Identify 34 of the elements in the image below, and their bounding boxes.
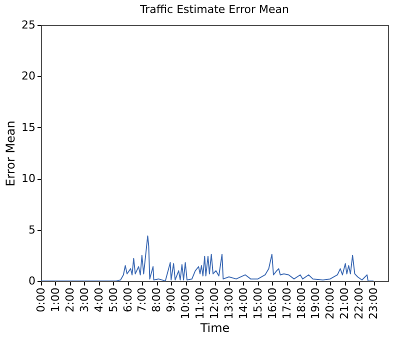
x-tick-label: 0:00 bbox=[34, 288, 48, 312]
x-tick-label: 13:00 bbox=[222, 288, 236, 320]
x-tick-label: 21:00 bbox=[338, 288, 352, 320]
x-tick-label: 2:00 bbox=[63, 288, 76, 312]
x-tick-label: 17:00 bbox=[280, 288, 294, 320]
x-tick-label: 9:00 bbox=[164, 288, 178, 312]
x-tick-label: 1:00 bbox=[48, 288, 62, 312]
x-tick-label: 3:00 bbox=[78, 288, 91, 312]
y-tick-label: 20 bbox=[22, 70, 36, 83]
x-tick-label: 11:00 bbox=[194, 288, 207, 320]
x-tick-label: 16:00 bbox=[266, 288, 279, 320]
x-tick-label: 23:00 bbox=[367, 288, 380, 320]
y-axis-title: Error Mean bbox=[4, 120, 18, 186]
y-tick-label: 5 bbox=[28, 223, 36, 236]
x-tick-label: 10:00 bbox=[179, 288, 192, 320]
x-tick-label: 15:00 bbox=[251, 288, 264, 320]
x-tick-label: 8:00 bbox=[150, 288, 164, 312]
y-tick-label: 25 bbox=[22, 18, 36, 32]
x-tick-label: 19:00 bbox=[309, 288, 322, 320]
y-tick-label: 15 bbox=[22, 120, 36, 134]
x-tick-label: 12:00 bbox=[208, 288, 221, 320]
x-axis-title: Time bbox=[199, 321, 230, 336]
x-tick-label: 6:00 bbox=[121, 288, 134, 312]
chart-title: Traffic Estimate Error Mean bbox=[139, 3, 289, 16]
y-tick-label: 0 bbox=[28, 274, 36, 288]
y-tick-label: 10 bbox=[22, 172, 36, 186]
x-tick-label: 20:00 bbox=[324, 288, 337, 320]
x-tick-label: 7:00 bbox=[136, 288, 149, 312]
x-tick-label: 4:00 bbox=[92, 288, 106, 312]
line-series bbox=[41, 235, 374, 281]
x-tick-label: 14:00 bbox=[236, 288, 250, 320]
x-tick-label: 5:00 bbox=[106, 288, 120, 312]
x-tick-label: 22:00 bbox=[352, 288, 366, 320]
x-tick-label: 18:00 bbox=[294, 288, 308, 320]
